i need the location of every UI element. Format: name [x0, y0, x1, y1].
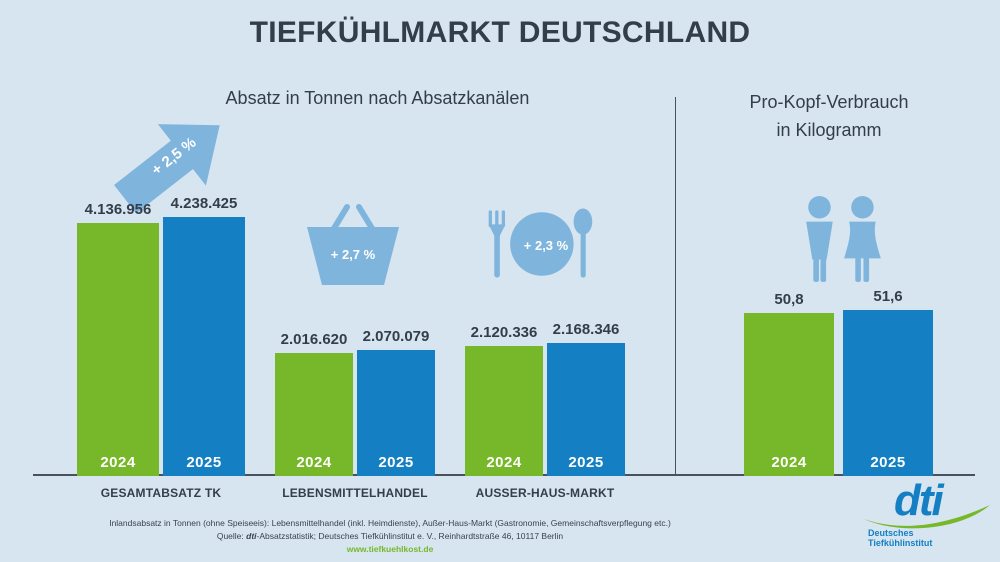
growth-badge-lebensmittelhandel: + 2,7 % — [330, 247, 376, 262]
bar-value-label: 4.238.425 — [170, 195, 238, 212]
bar-year-label: 2024 — [296, 454, 332, 471]
category-label-ausser-haus: AUSSER-HAUS-MARKT — [475, 486, 615, 500]
right-chart-title-line1: Pro-Kopf-Verbrauch — [749, 92, 909, 112]
bar-value-label: 4.136.956 — [84, 201, 152, 218]
bar-gesamtabsatz-2024: 2024 — [77, 223, 159, 476]
logo-swoosh-icon — [864, 505, 990, 529]
bar-year-label: 2024 — [100, 454, 136, 471]
section-divider — [675, 97, 676, 475]
bar-ausser-haus-2025: 2025 — [547, 343, 625, 476]
bar-gesamtabsatz-2025: 2025 — [163, 217, 245, 476]
footnote-block: Inlandsabsatz in Tonnen (ohne Speiseeis)… — [60, 517, 720, 556]
footnote-line1: Inlandsabsatz in Tonnen (ohne Speiseeis)… — [109, 518, 671, 528]
growth-arrow-icon — [114, 124, 220, 214]
plate-cutlery-icon — [488, 208, 593, 278]
bar-value-label: 50,8 — [774, 291, 804, 308]
bar-prokopf-2025: 2025 — [843, 310, 933, 476]
bar-year-label: 2025 — [568, 454, 604, 471]
bar-value-label: 51,6 — [873, 288, 903, 305]
growth-badge-ausser-haus: + 2,3 % — [523, 238, 569, 253]
bar-lebensmittelhandel-2024: 2024 — [275, 353, 353, 476]
people-icon — [806, 196, 881, 282]
category-label-gesamtabsatz: GESAMTABSATZ TK — [100, 486, 222, 500]
bar-year-label: 2025 — [378, 454, 414, 471]
website-link[interactable]: www.tiefkuehlkost.de — [346, 544, 434, 554]
dti-logo: dti Deutsches Tiefkühlinstitut — [862, 479, 994, 559]
footnote-source: Quelle: dti-Absatzstatistik; Deutsches T… — [216, 531, 564, 541]
page-title: TIEFKÜHLMARKT DEUTSCHLAND — [249, 16, 751, 49]
logo-brand-text: dti — [894, 476, 944, 525]
bar-ausser-haus-2024: 2024 — [465, 346, 543, 476]
bar-value-label: 2.070.079 — [362, 328, 430, 345]
bar-value-label: 2.168.346 — [552, 321, 620, 338]
bar-year-label: 2025 — [870, 454, 906, 471]
bar-lebensmittelhandel-2025: 2025 — [357, 350, 435, 476]
bar-year-label: 2025 — [186, 454, 222, 471]
right-chart-title: Pro-Kopf-Verbrauch in Kilogramm — [688, 88, 970, 144]
right-chart-title-line2: in Kilogramm — [776, 120, 882, 140]
category-label-lebensmittelhandel: LEBENSMITTELHANDEL — [282, 486, 428, 500]
logo-subtext: Deutsches Tiefkühlinstitut — [868, 528, 933, 548]
bar-value-label: 2.120.336 — [470, 324, 538, 341]
bar-prokopf-2024: 2024 — [744, 313, 834, 476]
bar-value-label: 2.016.620 — [280, 331, 348, 348]
shopping-basket-icon — [307, 204, 399, 285]
left-chart-title: Absatz in Tonnen nach Absatzkanälen — [225, 88, 530, 108]
bar-year-label: 2024 — [486, 454, 522, 471]
bar-year-label: 2024 — [771, 454, 807, 471]
